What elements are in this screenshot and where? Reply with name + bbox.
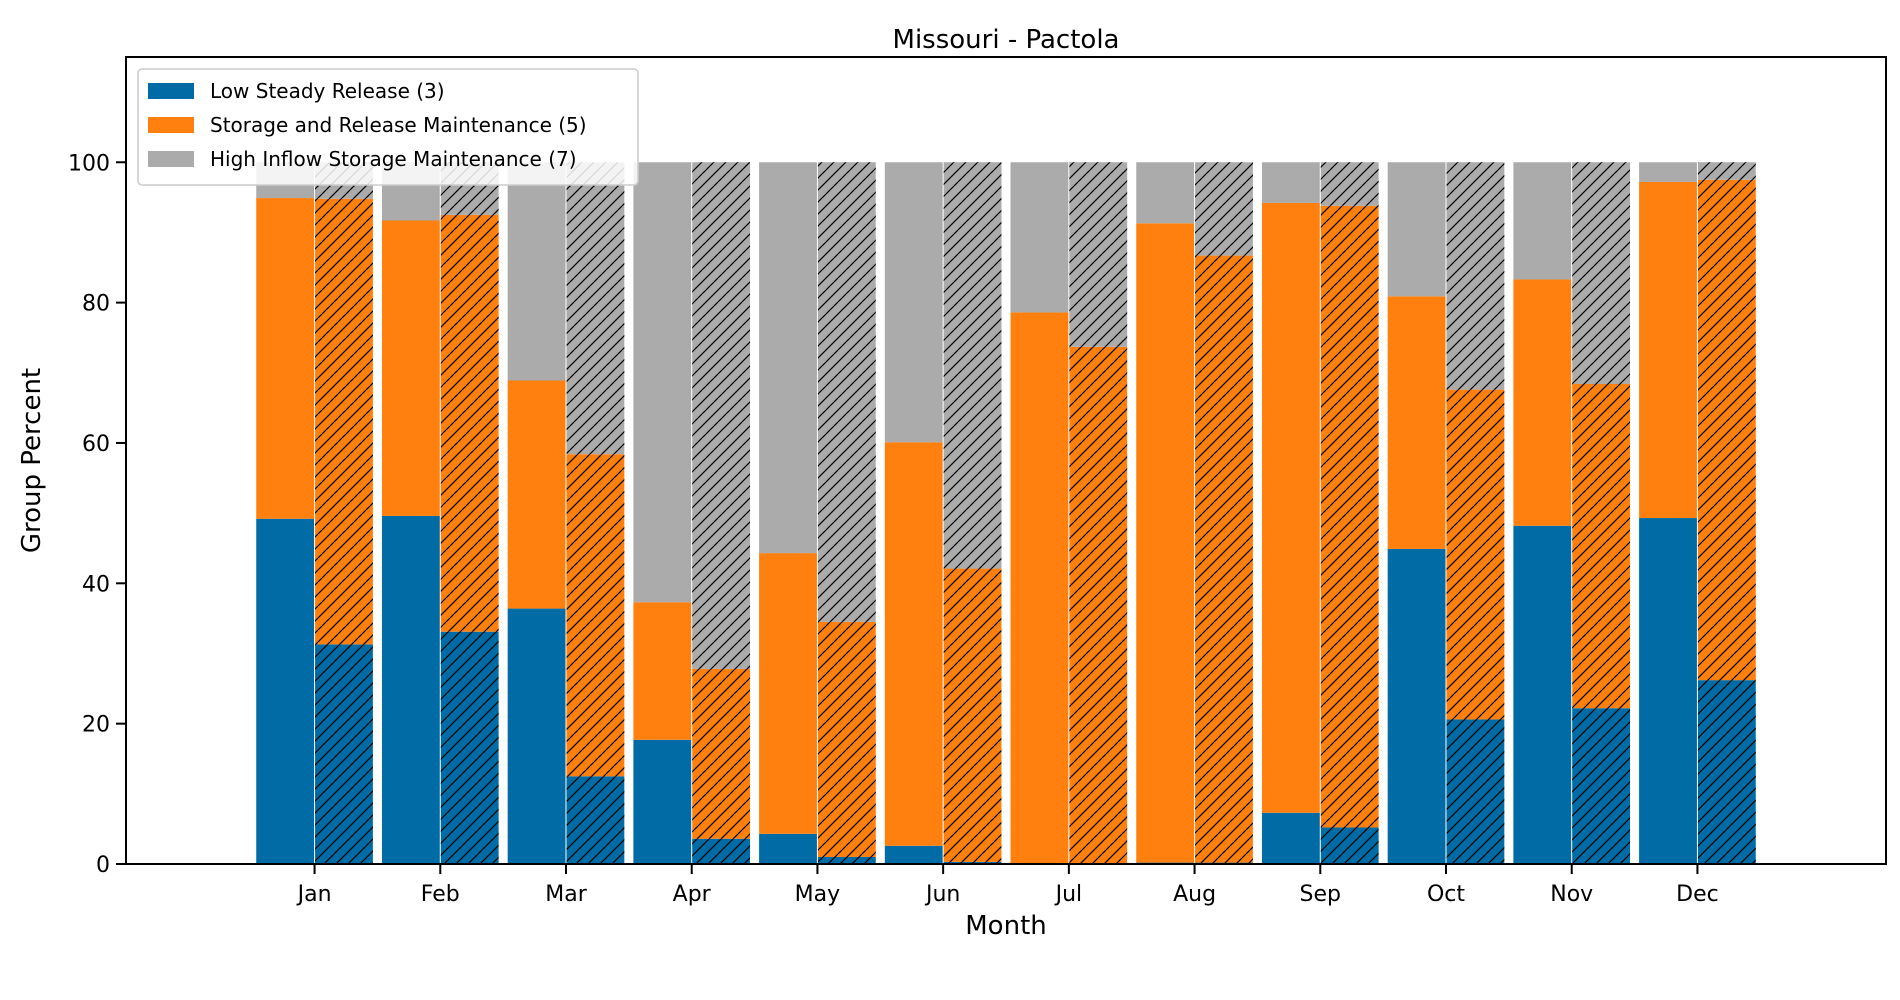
bar-hatch-nov-s0	[1572, 708, 1631, 864]
axes-layer: 0 20 40 60 80 100 Jan Feb Mar Apr May Jun Jul Aug Sep O…	[68, 56, 1887, 907]
bar-hatch-may-s0	[817, 856, 876, 864]
bar-may-solid-s0	[759, 833, 817, 864]
legend-swatch	[148, 117, 194, 133]
bar-dec-solid-s0	[1639, 518, 1697, 864]
bar-hatch-dec-s1	[1697, 179, 1756, 681]
bar-jul-solid-s2	[1010, 162, 1069, 313]
bar-jun-solid-s2	[884, 162, 943, 443]
bar-jun-solid-s0	[884, 845, 943, 864]
bar-jan-solid-s1	[256, 198, 315, 519]
bar-hatch-jul-s2	[1069, 162, 1128, 347]
x-tick-label: Feb	[421, 882, 460, 907]
chart-title: Missouri - Pactola	[893, 25, 1120, 55]
bar-hatch-feb-s0	[440, 631, 499, 864]
bar-hatch-oct-s0	[1446, 719, 1505, 864]
y-tick-label: 0	[96, 853, 110, 878]
legend-label: Storage and Release Maintenance (5)	[210, 113, 587, 137]
bar-mar-solid-s0	[507, 608, 566, 864]
bar-hatch-dec-s0	[1697, 680, 1756, 864]
bar-nov-solid-s1	[1513, 279, 1572, 526]
x-tick-label: Nov	[1550, 882, 1593, 907]
bar-hatch-apr-s1	[692, 668, 751, 839]
x-tick-label: Jul	[1054, 882, 1083, 907]
bar-oct-solid-s1	[1387, 296, 1446, 549]
y-axis-title: Group Percent	[17, 368, 47, 553]
bar-nov-solid-s2	[1513, 162, 1572, 280]
x-axis-title: Month	[965, 911, 1047, 941]
bar-sep-solid-s1	[1261, 202, 1320, 813]
bar-apr-solid-s1	[633, 602, 692, 740]
bar-oct-solid-s0	[1387, 548, 1446, 864]
bar-hatch-may-s1	[817, 621, 876, 857]
bar-hatch-aug-s2	[1195, 162, 1253, 256]
legend: Low Steady Release (3) Storage and Releas…	[137, 68, 639, 186]
y-tick-label: 100	[68, 151, 110, 176]
bar-hatch-dec-s2	[1697, 162, 1756, 180]
plot-frame	[125, 56, 1887, 865]
x-tick-label: Aug	[1173, 882, 1216, 907]
bar-aug-solid-s1	[1136, 223, 1195, 863]
bar-apr-solid-s2	[633, 162, 692, 603]
x-tick-label: Oct	[1427, 882, 1465, 907]
bar-hatch-sep-s1	[1320, 205, 1379, 828]
legend-box	[137, 68, 639, 186]
x-tick-label: Apr	[673, 882, 712, 907]
bar-jun-solid-s1	[884, 442, 943, 846]
bar-hatch-jun-s0	[943, 861, 1002, 864]
bar-may-solid-s2	[759, 162, 817, 554]
bar-oct-solid-s2	[1387, 162, 1446, 297]
bar-hatch-apr-s0	[692, 838, 751, 864]
bar-sep-solid-s2	[1261, 162, 1320, 203]
bar-hatch-mar-s0	[566, 776, 625, 864]
bar-jul-solid-s1	[1010, 312, 1069, 864]
bar-may-solid-s1	[759, 553, 817, 834]
bar-dec-solid-s1	[1639, 181, 1697, 519]
bar-hatch-apr-s2	[692, 162, 751, 669]
bar-mar-solid-s2	[507, 162, 566, 381]
bar-hatch-jun-s1	[943, 568, 1002, 862]
bar-hatch-mar-s1	[566, 454, 625, 777]
y-tick-label: 20	[82, 713, 110, 738]
x-tick-label: Sep	[1300, 882, 1341, 907]
bar-hatch-may-s2	[817, 162, 876, 622]
y-tick-label: 60	[82, 432, 110, 457]
bar-aug-solid-s2	[1136, 162, 1195, 224]
legend-swatch	[148, 83, 194, 99]
bar-hatch-aug-s1	[1195, 255, 1253, 863]
bar-feb-solid-s0	[381, 515, 440, 864]
x-tick-label: Jun	[924, 882, 960, 907]
bar-hatch-sep-s2	[1320, 162, 1379, 206]
bar-jan-solid-s0	[256, 518, 315, 864]
bar-hatch-nov-s1	[1572, 384, 1631, 709]
bar-nov-solid-s0	[1513, 525, 1572, 864]
bar-hatch-mar-s2	[566, 162, 625, 455]
bar-hatch-jan-s1	[315, 198, 373, 645]
bar-feb-solid-s1	[381, 220, 440, 516]
bar-hatch-oct-s2	[1446, 162, 1505, 390]
x-tick-label: May	[795, 882, 840, 907]
bar-hatch-oct-s1	[1446, 389, 1505, 720]
bar-sep-solid-s0	[1261, 812, 1320, 864]
x-tick-label: Jan	[296, 882, 332, 907]
x-tick-label: Mar	[545, 882, 587, 907]
bar-hatch-jun-s2	[943, 162, 1002, 569]
bar-hatch-jan-s0	[315, 644, 373, 864]
legend-swatch	[148, 151, 194, 167]
bars-layer	[256, 162, 1756, 865]
bar-apr-solid-s0	[633, 739, 692, 864]
y-tick-label: 40	[82, 572, 110, 597]
x-tick-label: Dec	[1676, 882, 1719, 907]
bar-hatch-sep-s0	[1320, 827, 1379, 864]
bar-hatch-jul-s1	[1069, 346, 1128, 865]
y-tick-label: 80	[82, 292, 110, 317]
bar-hatch-nov-s2	[1572, 162, 1631, 385]
bar-mar-solid-s1	[507, 380, 566, 609]
bar-hatch-feb-s1	[440, 214, 499, 632]
legend-label: High Inflow Storage Maintenance (7)	[210, 147, 577, 171]
legend-label: Low Steady Release (3)	[210, 79, 445, 103]
bar-dec-solid-s2	[1639, 162, 1697, 182]
